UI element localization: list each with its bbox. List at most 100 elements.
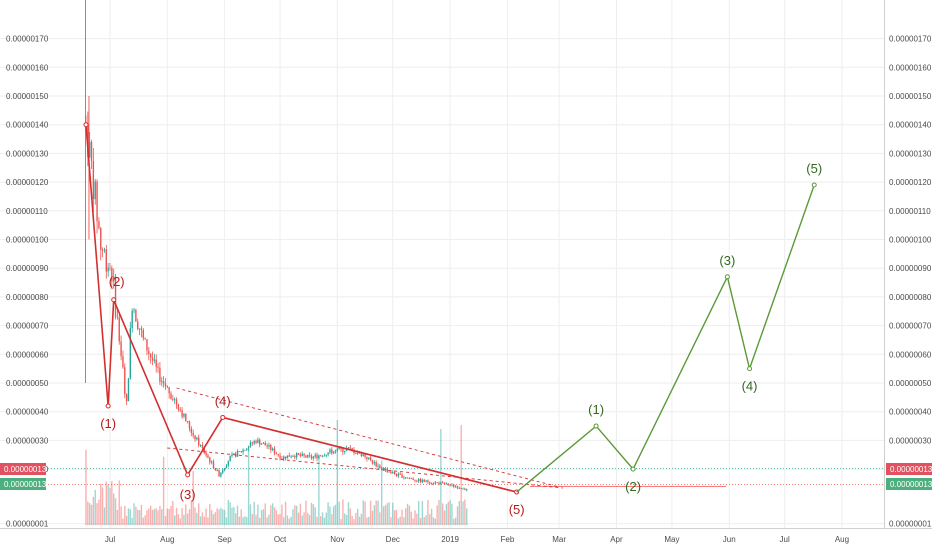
y-tick-label-left: 0.00000130 (6, 149, 49, 158)
wave-point-projection (593, 423, 599, 429)
candle-body (403, 477, 405, 479)
volume-bar (366, 517, 368, 526)
wave-label-projection: (4) (742, 379, 758, 394)
candle-body (131, 310, 133, 329)
x-tick-label: Apr (610, 535, 623, 544)
y-tick-label-left: 0.00000030 (6, 436, 49, 445)
x-tick-label: Nov (330, 535, 344, 544)
candle-body (153, 359, 156, 361)
volume-bar (164, 516, 167, 526)
volume-bar (358, 516, 361, 526)
candle-body (375, 462, 377, 467)
candle-body (244, 449, 246, 451)
candle-body (377, 465, 379, 467)
candle-body (142, 330, 144, 339)
candle-body (456, 486, 459, 489)
volume-bar (299, 503, 302, 526)
candle-body (264, 442, 266, 446)
volume-bar (456, 506, 459, 526)
candle-body (114, 276, 117, 317)
candle-body (273, 448, 276, 454)
volume-bar (305, 500, 307, 526)
candle-body (116, 316, 119, 318)
candle-body (146, 339, 148, 351)
volume-bar (308, 514, 311, 526)
volume-bar (440, 429, 442, 526)
candle-body (199, 444, 202, 446)
volume-bar (332, 506, 335, 526)
wave-point-projection (811, 182, 817, 188)
wave-point-actual (185, 472, 191, 478)
candle-body (112, 276, 115, 282)
volume-bar (231, 507, 233, 526)
volume-bar (135, 506, 137, 526)
candle-body (442, 482, 444, 484)
volume-bar (201, 512, 204, 526)
volume-bar (192, 470, 194, 526)
candle-body (260, 443, 263, 445)
candle-body (451, 484, 453, 486)
candle-body (427, 480, 429, 483)
y-tick-label-left: 0.00000160 (6, 63, 49, 72)
candle-body (175, 399, 178, 405)
x-tick-label: Jul (105, 535, 115, 544)
candle-body (390, 471, 392, 474)
candle-body (120, 341, 122, 357)
candle-body (401, 474, 403, 478)
wave-label-actual: (2) (109, 274, 125, 289)
volume-bar (408, 505, 411, 526)
candle-body (323, 455, 326, 457)
volume-bar (297, 512, 300, 526)
y-tick-label-right: 0.00000100 (889, 236, 932, 245)
candle-body (238, 451, 241, 452)
candle-body (364, 454, 366, 457)
candle-body (218, 470, 220, 477)
volume-bar (351, 515, 353, 526)
volume-bar (295, 505, 298, 526)
volume-bar (138, 510, 141, 526)
volume-bar (421, 500, 424, 526)
volume-bar (111, 481, 113, 526)
candle-body (140, 328, 143, 331)
volume-bar (429, 514, 431, 526)
candle-body (445, 483, 448, 485)
candle-body (436, 482, 438, 484)
volume-bar (266, 517, 268, 526)
volume-bar (412, 518, 414, 526)
volume-bar (198, 503, 200, 526)
candle-body (268, 445, 270, 447)
volume-bar (360, 513, 363, 526)
candle-body (332, 451, 335, 454)
candle-body (340, 448, 342, 450)
candle-body (172, 398, 174, 400)
candle-body (196, 437, 198, 440)
volume-bar (438, 500, 440, 526)
volume-bar (345, 514, 348, 526)
volume-bar (205, 508, 207, 526)
candle-body (157, 366, 159, 368)
volume-bar (129, 509, 132, 526)
candle-body (369, 457, 372, 461)
candle-body (316, 454, 318, 459)
candle-body (190, 428, 193, 433)
volume-bar (369, 500, 372, 526)
y-tick-label-left: 0.00000050 (6, 379, 49, 388)
candle-body (88, 141, 91, 158)
volume-bar (264, 503, 266, 526)
candle-body (421, 479, 424, 483)
candle-body (312, 456, 315, 459)
candle-body (125, 394, 128, 402)
candle-body (432, 483, 435, 485)
volume-bar (181, 508, 183, 526)
candle-body (246, 448, 248, 450)
wave-label-actual: (1) (100, 416, 116, 431)
volume-bar (436, 505, 438, 526)
x-tick-label: Feb (501, 535, 515, 544)
y-tick-label-right: 0.00000130 (889, 149, 932, 158)
candle-body (271, 448, 274, 451)
candle-body (255, 441, 257, 443)
wave-label-projection: (5) (806, 161, 822, 176)
candle-body (236, 451, 239, 457)
